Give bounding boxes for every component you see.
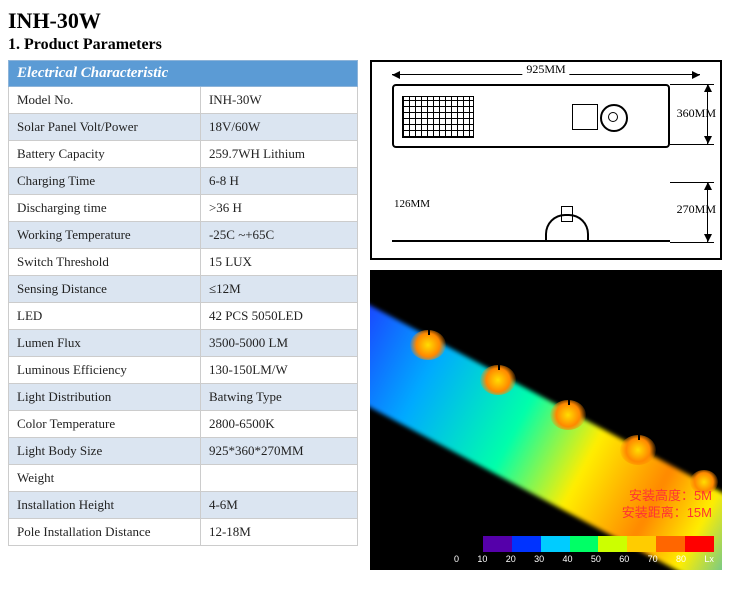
spec-value: 3500-5000 LM bbox=[200, 330, 357, 357]
table-row: Lumen Flux3500-5000 LM bbox=[9, 330, 358, 357]
table-row: Light DistributionBatwing Type bbox=[9, 384, 358, 411]
legend-tick: 10 bbox=[477, 554, 487, 564]
table-row: Sensing Distance≤12M bbox=[9, 276, 358, 303]
table-row: Color Temperature2800-6500K bbox=[9, 411, 358, 438]
legend-swatch bbox=[512, 536, 541, 552]
spec-label: Battery Capacity bbox=[9, 141, 201, 168]
spec-value: 15 LUX bbox=[200, 249, 357, 276]
table-header: Electrical Characteristic bbox=[9, 61, 358, 87]
fixture-side-view bbox=[392, 212, 670, 242]
spec-value: 12-18M bbox=[200, 519, 357, 546]
legend-tick: 60 bbox=[619, 554, 629, 564]
right-column: 925MM 360MM 126MM 270MM bbox=[370, 60, 722, 570]
product-title: INH-30W bbox=[8, 8, 722, 34]
legend-tick: 70 bbox=[648, 554, 658, 564]
sim-annotation: 安装高度：5M 安装距离：15M bbox=[622, 488, 712, 522]
spec-value: 925*360*270MM bbox=[200, 438, 357, 465]
legend-swatch bbox=[627, 536, 656, 552]
spec-label: Switch Threshold bbox=[9, 249, 201, 276]
table-row: Installation Height4-6M bbox=[9, 492, 358, 519]
legend-swatch bbox=[541, 536, 570, 552]
legend-swatch bbox=[685, 536, 714, 552]
table-row: Weight bbox=[9, 465, 358, 492]
spec-label: LED bbox=[9, 303, 201, 330]
table-row: Solar Panel Volt/Power18V/60W bbox=[9, 114, 358, 141]
legend-swatch bbox=[483, 536, 512, 552]
table-row: Charging Time6-8 H bbox=[9, 168, 358, 195]
spec-value: 2800-6500K bbox=[200, 411, 357, 438]
dim-width-label: 925MM bbox=[522, 62, 569, 77]
table-row: Model No.INH-30W bbox=[9, 87, 358, 114]
dim-thin-label: 126MM bbox=[394, 198, 430, 210]
content-wrapper: Electrical Characteristic Model No.INH-3… bbox=[8, 60, 722, 570]
sensor-box-icon bbox=[572, 104, 598, 130]
dim-depth-label: 270MM bbox=[677, 202, 716, 217]
legend-tick: 50 bbox=[591, 554, 601, 564]
spec-value: 42 PCS 5050LED bbox=[200, 303, 357, 330]
spec-label: Pole Installation Distance bbox=[9, 519, 201, 546]
spec-label: Light Distribution bbox=[9, 384, 201, 411]
table-row: Working Temperature-25C ~+65C bbox=[9, 222, 358, 249]
table-row: Pole Installation Distance12-18M bbox=[9, 519, 358, 546]
spec-label: Charging Time bbox=[9, 168, 201, 195]
table-row: Luminous Efficiency130-150LM/W bbox=[9, 357, 358, 384]
spec-label: Model No. bbox=[9, 87, 201, 114]
spec-table-container: Electrical Characteristic Model No.INH-3… bbox=[8, 60, 358, 570]
spec-table: Electrical Characteristic Model No.INH-3… bbox=[8, 60, 358, 546]
spec-value: 4-6M bbox=[200, 492, 357, 519]
table-row: LED42 PCS 5050LED bbox=[9, 303, 358, 330]
spec-label: Lumen Flux bbox=[9, 330, 201, 357]
legend-tick: 30 bbox=[534, 554, 544, 564]
legend-swatch bbox=[598, 536, 627, 552]
sim-install-height: 安装高度：5M bbox=[622, 488, 712, 505]
legend-swatch bbox=[570, 536, 599, 552]
table-row: Battery Capacity259.7WH Lithium bbox=[9, 141, 358, 168]
spec-value: ≤12M bbox=[200, 276, 357, 303]
spec-value: Batwing Type bbox=[200, 384, 357, 411]
spec-value: -25C ~+65C bbox=[200, 222, 357, 249]
legend-tick: 40 bbox=[563, 554, 573, 564]
fixture-top-view bbox=[392, 84, 670, 148]
legend-swatch bbox=[656, 536, 685, 552]
led-grid-icon bbox=[402, 96, 474, 138]
light-simulation-panel: 安装高度：5M 安装距离：15M 0 10 20 30 40 50 60 70 80 Lx bbox=[370, 270, 722, 570]
sensor-ring-icon bbox=[600, 104, 628, 132]
spec-label: Weight bbox=[9, 465, 201, 492]
spec-value: 6-8 H bbox=[200, 168, 357, 195]
legend-swatch bbox=[454, 536, 483, 552]
spec-label: Installation Height bbox=[9, 492, 201, 519]
spec-label: Sensing Distance bbox=[9, 276, 201, 303]
section-subtitle: 1. Product Parameters bbox=[8, 36, 722, 54]
legend-tick: 0 bbox=[454, 554, 459, 564]
spec-label: Discharging time bbox=[9, 195, 201, 222]
dimension-drawing: 925MM 360MM 126MM 270MM bbox=[370, 60, 722, 260]
spec-label: Solar Panel Volt/Power bbox=[9, 114, 201, 141]
table-row: Discharging time>36 H bbox=[9, 195, 358, 222]
spec-label: Light Body Size bbox=[9, 438, 201, 465]
legend-tick: 20 bbox=[506, 554, 516, 564]
table-row: Light Body Size925*360*270MM bbox=[9, 438, 358, 465]
spec-value bbox=[200, 465, 357, 492]
spec-value: >36 H bbox=[200, 195, 357, 222]
spec-label: Color Temperature bbox=[9, 411, 201, 438]
mount-bracket-icon bbox=[545, 214, 589, 242]
spec-value: 18V/60W bbox=[200, 114, 357, 141]
spec-value: 259.7WH Lithium bbox=[200, 141, 357, 168]
spec-value: 130-150LM/W bbox=[200, 357, 357, 384]
sim-install-distance: 安装距离：15M bbox=[622, 505, 712, 522]
spec-value: INH-30W bbox=[200, 87, 357, 114]
spec-label: Luminous Efficiency bbox=[9, 357, 201, 384]
legend-tick: 80 bbox=[676, 554, 686, 564]
legend-unit: Lx bbox=[704, 554, 714, 564]
spec-label: Working Temperature bbox=[9, 222, 201, 249]
table-row: Switch Threshold15 LUX bbox=[9, 249, 358, 276]
dim-height-label: 360MM bbox=[677, 106, 716, 121]
lux-legend: 0 10 20 30 40 50 60 70 80 Lx bbox=[454, 536, 714, 564]
dim-top-arrow: 925MM bbox=[392, 66, 700, 82]
